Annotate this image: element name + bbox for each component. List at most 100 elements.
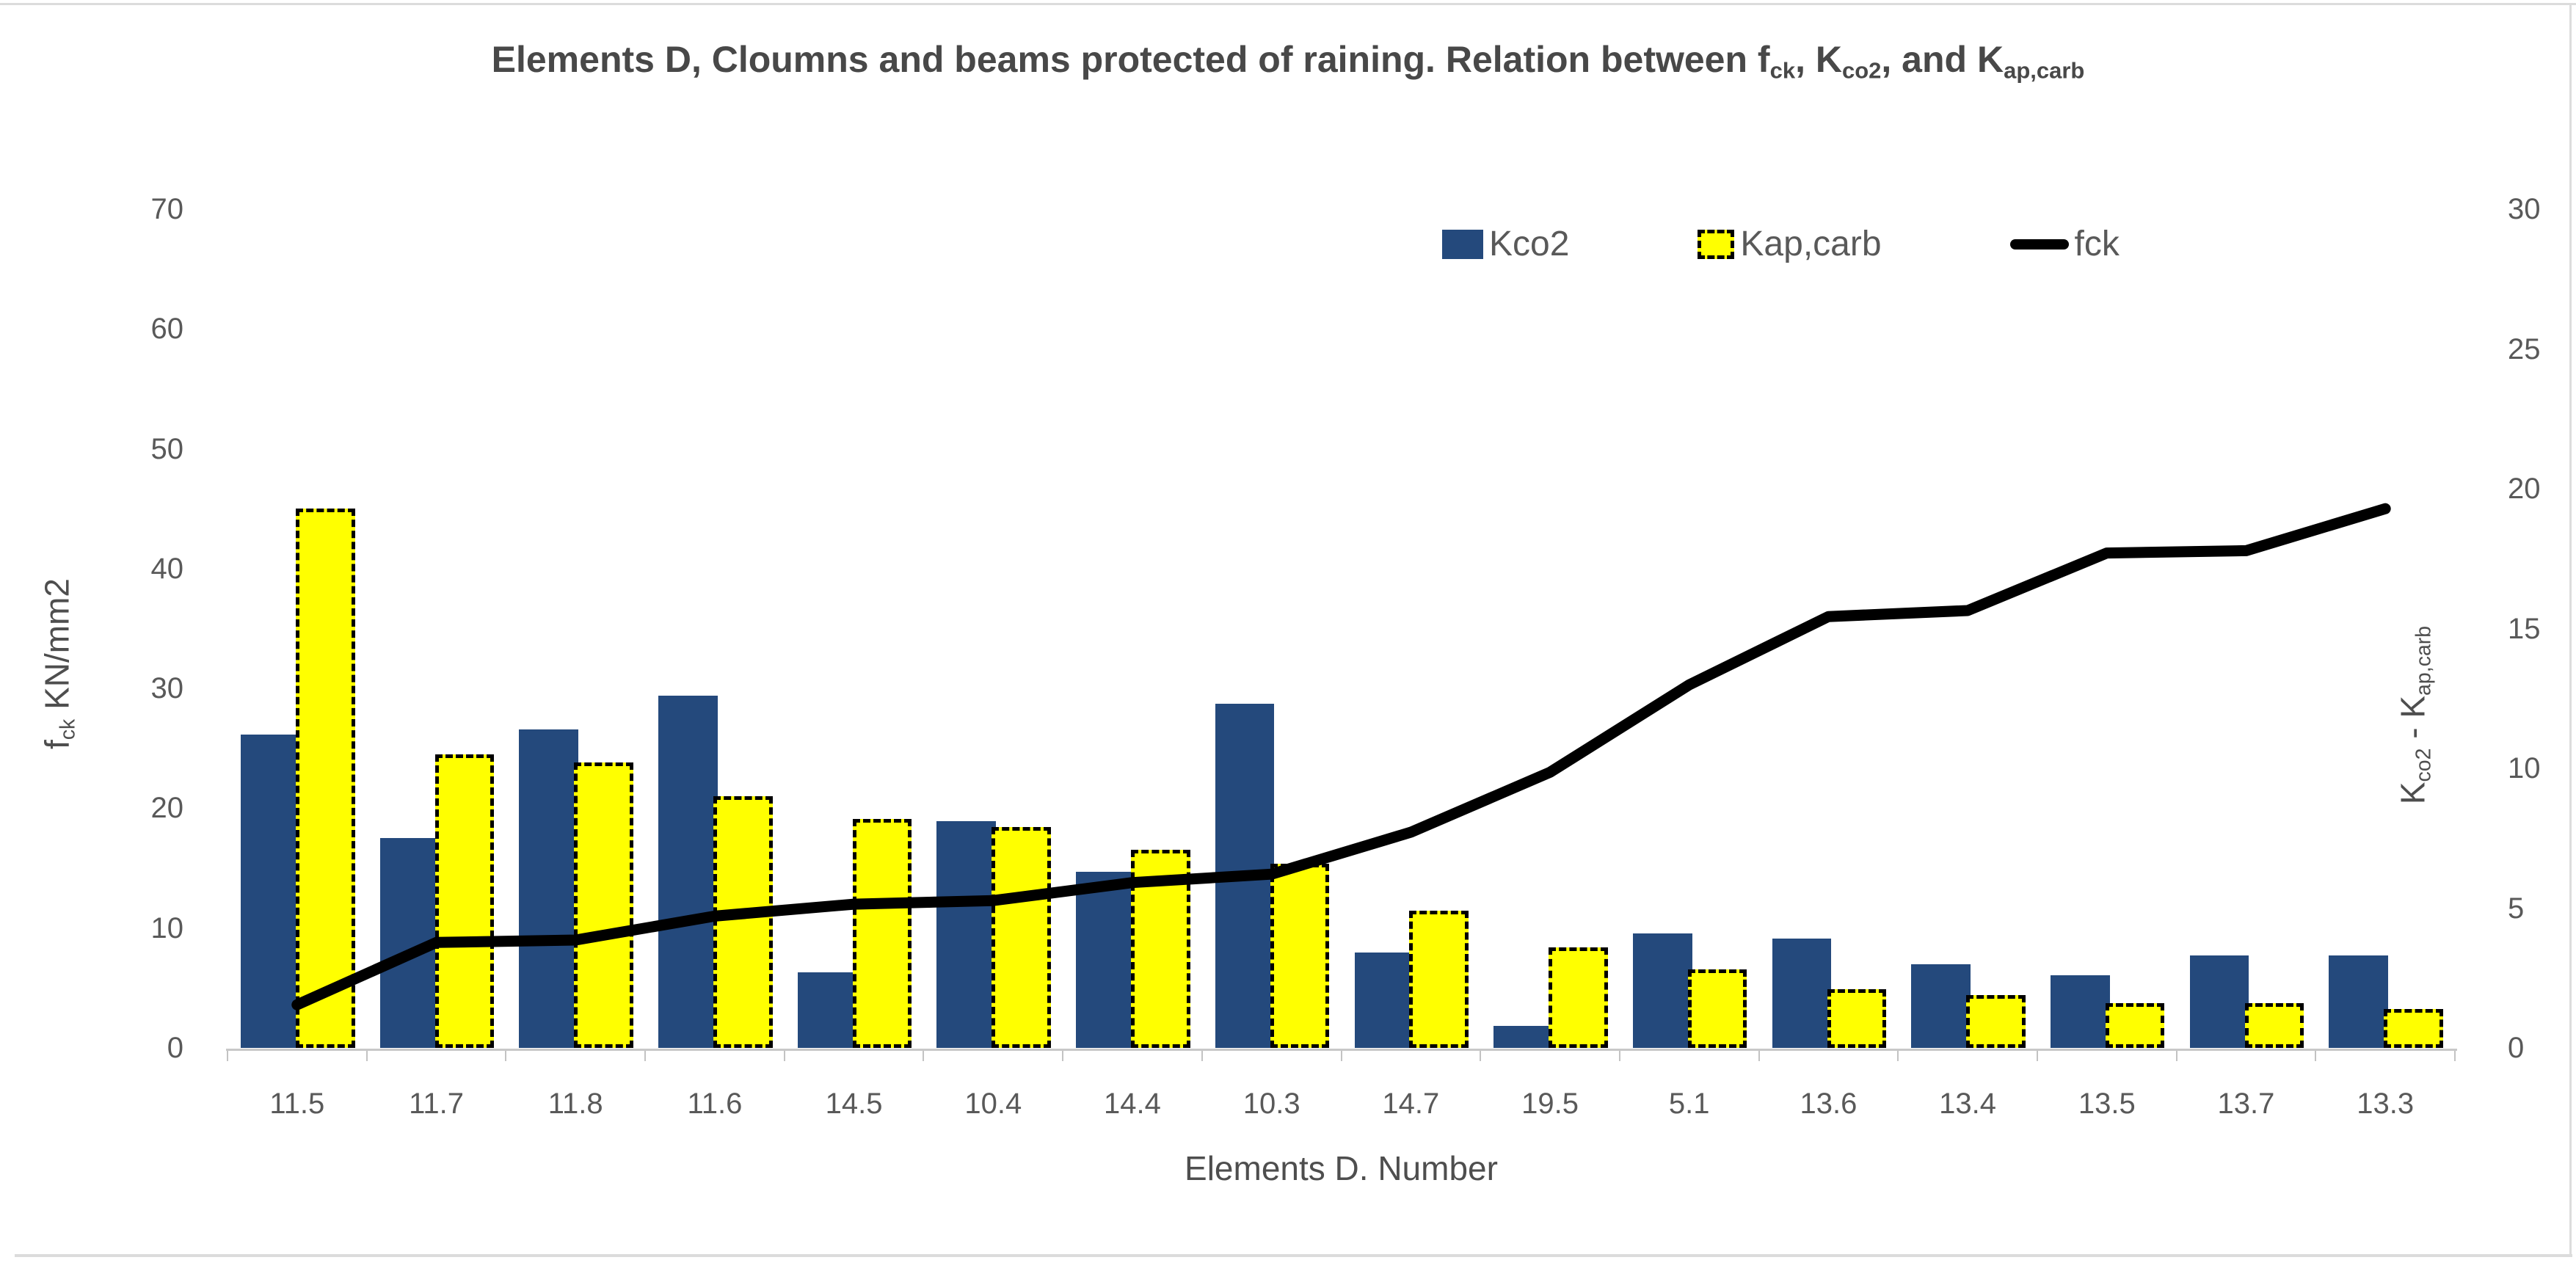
x-axis-tick-mark: [227, 1051, 228, 1061]
kco2-bar: [1354, 953, 1414, 1048]
chart-frame-top: [0, 3, 2576, 5]
subscript-text: ap,carb: [2004, 57, 2085, 84]
chart-frame-bottom: [15, 1254, 2572, 1257]
category-cell: [2037, 209, 2177, 1048]
bar-layer: [228, 209, 2455, 1048]
text-segment: , and K: [1881, 39, 2004, 80]
right-axis-tick-label: 15: [2508, 612, 2541, 645]
x-axis-category-label: 11.8: [547, 1088, 603, 1120]
x-axis-tick-mark: [2036, 1051, 2038, 1061]
kapcarb-bar: [1409, 911, 1469, 1048]
right-axis-tick-label: 5: [2508, 892, 2525, 925]
kapcarb-bar: [434, 754, 495, 1048]
left-axis-tick-label: 30: [150, 672, 184, 705]
x-axis-tick-mark: [923, 1051, 925, 1061]
category-cell: [2177, 209, 2316, 1048]
kapcarb-bar: [852, 818, 912, 1048]
left-axis-tick-label: 40: [150, 552, 184, 585]
kapcarb-bar: [2105, 1003, 2165, 1048]
x-axis-tick-mark: [783, 1051, 785, 1061]
x-axis-title: Elements D. Number: [1185, 1149, 1498, 1187]
kco2-bar: [1493, 1025, 1553, 1048]
x-axis-tick-mark: [505, 1051, 507, 1061]
x-axis-tick-mark: [1062, 1051, 1064, 1061]
left-axis-tick-label: 70: [150, 193, 184, 225]
fck-line-swatch-icon: [2009, 238, 2069, 250]
x-axis-category-label: 13.4: [1939, 1088, 1997, 1120]
legend-label: Kap,carb: [1740, 225, 1882, 263]
right-axis-tick-label: 0: [2508, 1032, 2525, 1064]
kapcarb-swatch-icon: [1698, 229, 1735, 259]
x-axis-tick-mark: [1897, 1051, 1899, 1061]
right-axis-tick-label: 20: [2508, 473, 2541, 505]
x-axis-tick-mark: [1340, 1051, 1342, 1061]
x-axis-category-label: 11.5: [269, 1088, 325, 1120]
x-axis-category-label: 14.4: [1104, 1088, 1161, 1120]
x-axis-tick-mark: [1758, 1051, 1760, 1061]
kco2-bar: [241, 735, 300, 1048]
legend-label: Kco2: [1489, 225, 1570, 263]
category-cell: [2315, 209, 2455, 1048]
left-axis-tick-label: 50: [150, 432, 184, 465]
x-axis-tick-mark: [644, 1051, 647, 1061]
kapcarb-bar: [713, 796, 773, 1048]
legend-item-kap-carb: Kap,carb: [1698, 224, 1882, 264]
fck-line-series: [291, 503, 2391, 1010]
text-segment: Elements D, Cloumns and beams protected …: [491, 39, 1770, 80]
text-segment: KN/mm2: [37, 578, 76, 719]
category-cell: [506, 209, 645, 1048]
legend-label: fck: [2074, 225, 2120, 263]
kco2-bar: [2329, 955, 2388, 1048]
x-axis-tick-mark: [1201, 1051, 1203, 1061]
x-axis-category-label: 11.7: [409, 1088, 464, 1120]
kapcarb-bar: [574, 762, 633, 1048]
x-axis-category-label: 13.7: [2217, 1088, 2275, 1120]
x-axis-category-label: 5.1: [1668, 1088, 1710, 1120]
category-cell: [785, 209, 924, 1048]
kco2-bar: [1772, 939, 1832, 1048]
kapcarb-bar: [1549, 947, 1608, 1048]
kapcarb-bar: [992, 827, 1051, 1048]
x-axis-line: [226, 1049, 2457, 1051]
kco2-bar: [658, 695, 718, 1048]
x-axis-tick-mark: [2454, 1051, 2456, 1061]
kco2-bar: [1076, 871, 1135, 1048]
x-axis-category-label: 13.5: [2078, 1088, 2136, 1120]
subscript-text: ck: [1769, 57, 1796, 84]
kapcarb-bar: [2244, 1003, 2304, 1048]
x-axis-category-label: 13.3: [2357, 1088, 2415, 1120]
fck-line: [291, 503, 2391, 1010]
x-axis-category-label: 10.4: [964, 1088, 1022, 1120]
right-axis-tick-label: 25: [2508, 332, 2541, 365]
x-axis-category-label: 11.6: [687, 1088, 743, 1120]
kco2-swatch-icon: [1442, 229, 1483, 259]
x-axis-category-label: 14.5: [825, 1088, 883, 1120]
left-axis-tick-label: 20: [150, 792, 184, 825]
kco2-bar: [519, 729, 578, 1048]
legend: Kco2 Kap,carb fck: [1442, 224, 2120, 264]
text-segment: f: [37, 740, 76, 749]
kapcarb-bar: [1827, 989, 1887, 1048]
category-cell: [1620, 209, 1759, 1048]
left-axis-tick-label: 10: [150, 911, 184, 944]
kapcarb-bar: [1270, 863, 1330, 1048]
right-axis-tick-label: 10: [2508, 752, 2541, 784]
left-axis-title: fck KN/mm2: [37, 495, 81, 832]
x-axis-category-label: 14.7: [1382, 1088, 1440, 1120]
category-cell: [1759, 209, 1899, 1048]
x-axis-tick-mark: [2175, 1051, 2177, 1061]
x-axis-tick-mark: [2315, 1051, 2317, 1061]
subscript-text: co2: [1841, 57, 1882, 84]
kapcarb-bar: [2384, 1008, 2443, 1048]
x-axis-category-label: 19.5: [1521, 1088, 1579, 1120]
kco2-bar: [2189, 955, 2249, 1048]
chart-title: Elements D, Cloumns and beams protected …: [0, 38, 2576, 84]
right-axis-tick-label: 30: [2508, 193, 2541, 225]
kco2-bar: [2050, 975, 2110, 1048]
kco2-bar: [1911, 964, 1971, 1048]
x-axis-tick-mark: [365, 1051, 368, 1061]
kco2-bar: [1632, 933, 1692, 1048]
x-axis-category-label: 10.3: [1242, 1088, 1300, 1120]
left-axis-tick-label: 0: [167, 1032, 183, 1064]
